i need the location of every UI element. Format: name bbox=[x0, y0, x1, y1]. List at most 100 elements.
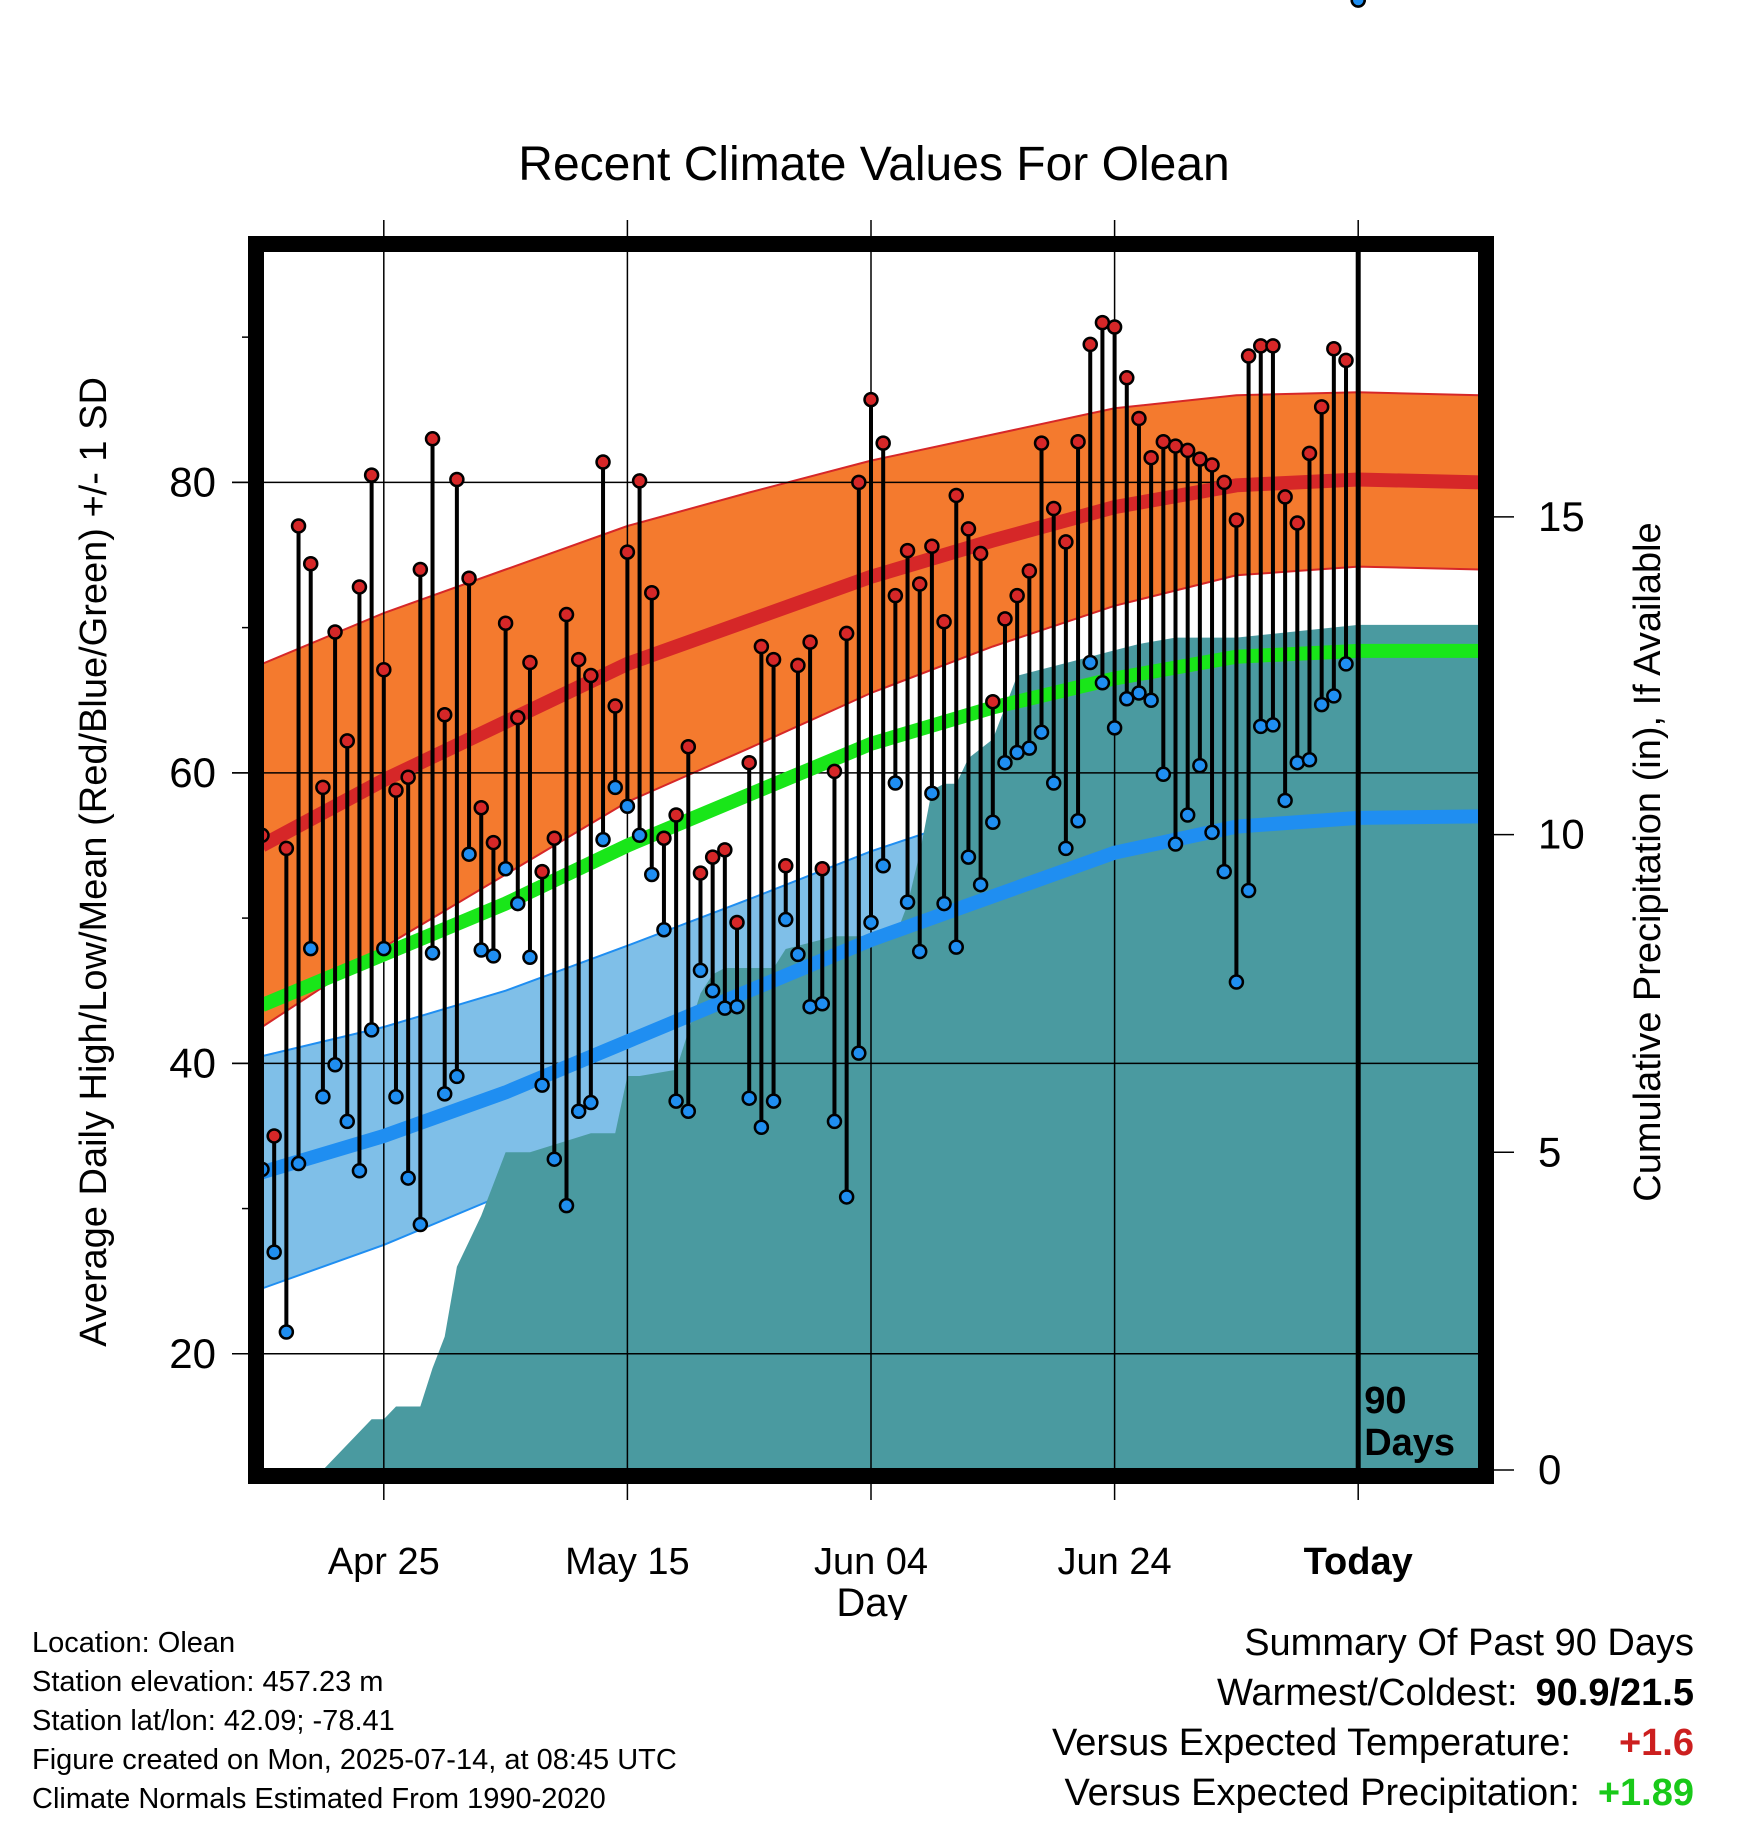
low-observation-point bbox=[1289, 754, 1306, 771]
high-observation-point bbox=[729, 914, 745, 931]
high-observation-point bbox=[1228, 512, 1245, 528]
low-observation-point bbox=[1143, 692, 1159, 708]
x-tick-label: May 15 bbox=[565, 1541, 690, 1583]
high-observation-point bbox=[619, 544, 636, 560]
low-observation-point bbox=[278, 1324, 295, 1340]
x-tick-label: Today bbox=[1304, 1541, 1413, 1583]
low-observation-point bbox=[814, 996, 831, 1012]
x-tick-label: Jun 24 bbox=[1058, 1541, 1172, 1583]
high-observation-point bbox=[1058, 534, 1074, 550]
y2-axis-label: Cumulative Precipitation (in), If Availa… bbox=[1627, 522, 1669, 1201]
low-observation-point bbox=[680, 1103, 697, 1120]
low-observation-point bbox=[1179, 807, 1196, 823]
chart-title: Recent Climate Values For Olean bbox=[518, 138, 1229, 191]
high-observation-point bbox=[753, 638, 770, 655]
high-observation-point bbox=[388, 782, 404, 799]
high-observation-point bbox=[741, 754, 757, 771]
low-observation-point bbox=[473, 942, 489, 958]
low-observation-point bbox=[863, 914, 879, 931]
low-observation-point bbox=[510, 895, 526, 912]
low-observation-point bbox=[266, 1244, 282, 1260]
high-observation-point bbox=[1289, 515, 1306, 531]
high-observation-point bbox=[1082, 336, 1098, 353]
low-observation-point bbox=[851, 1045, 867, 1061]
high-observation-point bbox=[704, 849, 721, 865]
low-observation-point bbox=[936, 895, 952, 912]
summary-title: Summary Of Past 90 Days bbox=[1244, 1622, 1694, 1664]
low-observation-point bbox=[351, 1163, 368, 1179]
low-observation-point bbox=[875, 858, 891, 874]
high-observation-point bbox=[631, 473, 648, 489]
high-observation-point bbox=[838, 625, 855, 642]
high-observation-point bbox=[924, 538, 940, 555]
elevation-text: Station elevation: 457.23 m bbox=[32, 1666, 384, 1698]
low-observation-point bbox=[290, 1155, 307, 1172]
low-observation-point bbox=[1094, 675, 1111, 691]
high-observation-point bbox=[765, 651, 782, 668]
high-observation-point bbox=[1216, 474, 1232, 491]
high-observation-point bbox=[461, 570, 477, 586]
high-observation-point bbox=[1265, 338, 1281, 354]
low-observation-point bbox=[668, 1093, 684, 1109]
high-observation-point bbox=[1326, 341, 1342, 357]
low-observation-point bbox=[1033, 724, 1050, 740]
low-observation-point bbox=[972, 876, 989, 893]
low-observation-point bbox=[1131, 685, 1147, 701]
high-observation-point bbox=[644, 585, 660, 601]
low-observation-point bbox=[424, 945, 441, 961]
y2-tick-label: 0 bbox=[1538, 1446, 1561, 1493]
y2-tick-label: 15 bbox=[1538, 493, 1585, 540]
high-observation-point bbox=[1143, 449, 1159, 466]
low-observation-point bbox=[1216, 863, 1232, 880]
low-observation-point bbox=[985, 814, 1001, 830]
low-observation-point bbox=[802, 998, 818, 1015]
high-observation-point bbox=[583, 667, 599, 684]
high-observation-point bbox=[363, 467, 380, 483]
low-observation-point bbox=[1058, 840, 1074, 857]
high-observation-point bbox=[656, 830, 672, 846]
low-observation-point bbox=[436, 1086, 453, 1102]
low-observation-point bbox=[1253, 718, 1269, 735]
low-observation-point bbox=[1155, 766, 1172, 783]
high-observation-point bbox=[1301, 445, 1318, 462]
high-observation-point bbox=[960, 521, 977, 537]
low-observation-point bbox=[1192, 757, 1208, 774]
high-observation-point bbox=[266, 1128, 282, 1144]
high-observation-point bbox=[485, 834, 502, 851]
low-observation-point bbox=[302, 940, 319, 957]
high-observation-point bbox=[717, 842, 733, 858]
x-tick-label: Apr 25 bbox=[328, 1541, 440, 1583]
temp-departure-row: Versus Expected Temperature: +1.6 bbox=[1052, 1718, 1694, 1768]
low-observation-point bbox=[960, 849, 977, 865]
low-observation-point bbox=[790, 946, 806, 963]
low-observation-point bbox=[765, 1093, 782, 1109]
low-observation-point bbox=[1119, 691, 1135, 707]
low-observation-point bbox=[1350, 0, 1366, 8]
low-observation-point bbox=[595, 831, 611, 848]
warmest-coldest-value: 90.9/21.5 bbox=[1535, 1672, 1694, 1714]
low-observation-point bbox=[656, 921, 672, 938]
latlon-text: Station lat/lon: 42.09; -78.41 bbox=[32, 1705, 395, 1737]
precip-departure-label: Versus Expected Precipitation: bbox=[1064, 1772, 1580, 1814]
low-observation-point bbox=[1045, 775, 1062, 791]
low-observation-point bbox=[497, 860, 514, 877]
x-tick-label: Jun 04 bbox=[814, 1541, 928, 1583]
low-observation-point bbox=[1313, 696, 1330, 713]
high-observation-point bbox=[497, 615, 514, 632]
high-observation-point bbox=[692, 865, 709, 881]
high-observation-point bbox=[1204, 457, 1220, 473]
high-observation-point bbox=[777, 858, 794, 874]
low-observation-point bbox=[1082, 654, 1098, 671]
low-observation-point bbox=[522, 949, 538, 966]
high-observation-point bbox=[376, 661, 392, 678]
x-axis-label: Day bbox=[836, 1581, 907, 1620]
temp-departure-label: Versus Expected Temperature: bbox=[1052, 1722, 1571, 1764]
high-observation-point bbox=[802, 634, 818, 650]
high-observation-point bbox=[887, 587, 904, 604]
y-tick-label: 60 bbox=[169, 749, 216, 796]
low-observation-point bbox=[924, 785, 940, 801]
low-observation-point bbox=[692, 962, 709, 979]
low-observation-point bbox=[619, 798, 636, 815]
low-observation-point bbox=[1106, 720, 1123, 736]
high-observation-point bbox=[863, 391, 879, 408]
